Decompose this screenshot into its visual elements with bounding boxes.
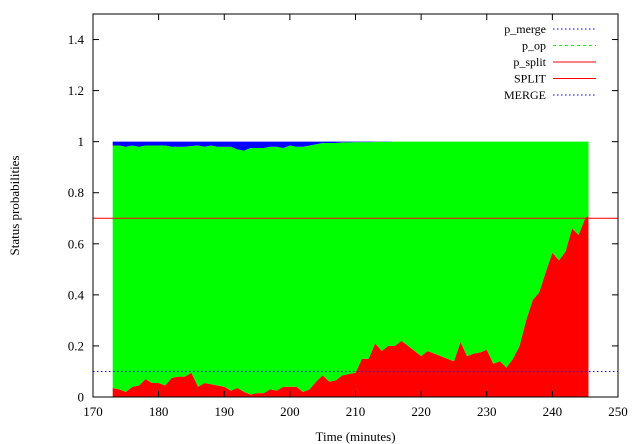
legend-label: SPLIT xyxy=(514,72,547,86)
legend-label: MERGE xyxy=(504,88,546,102)
axis-ticks xyxy=(92,14,619,398)
axis-tick-labels: 170 180 190 200 210 220 230 240 250 0 0.2 0.4 0.6 0.8… xyxy=(68,32,628,419)
area-p-merge xyxy=(112,141,589,151)
x-axis-title: Time (minutes) xyxy=(315,429,395,444)
y-tick-label: 1.4 xyxy=(68,32,85,47)
x-tick-label: 250 xyxy=(608,404,628,419)
x-tick-label: 170 xyxy=(83,404,103,419)
legend: p_merge p_op p_split SPLIT MERGE xyxy=(504,22,596,102)
stacked-areas xyxy=(112,141,589,397)
y-tick-label: 0.4 xyxy=(68,287,85,302)
y-tick-label: 0.2 xyxy=(68,338,84,353)
y-tick-label: 0 xyxy=(78,390,85,405)
x-tick-label: 210 xyxy=(346,404,366,419)
x-tick-label: 230 xyxy=(477,404,497,419)
y-tick-label: 1.2 xyxy=(68,83,84,98)
x-tick-label: 220 xyxy=(411,404,431,419)
x-tick-label: 190 xyxy=(215,404,235,419)
x-tick-label: 180 xyxy=(149,404,169,419)
y-tick-label: 0.6 xyxy=(68,236,85,251)
legend-label: p_merge xyxy=(504,22,546,36)
y-tick-label: 0.8 xyxy=(68,185,84,200)
x-tick-label: 240 xyxy=(543,404,563,419)
area-p-split xyxy=(112,215,589,397)
y-tick-label: 1 xyxy=(78,134,85,149)
y-axis-title: Status probabilities xyxy=(7,155,22,255)
legend-label: p_op xyxy=(522,39,546,53)
x-tick-label: 200 xyxy=(280,404,300,419)
legend-label: p_split xyxy=(513,55,546,69)
threshold-lines xyxy=(93,217,618,372)
area-p-op xyxy=(112,141,589,395)
